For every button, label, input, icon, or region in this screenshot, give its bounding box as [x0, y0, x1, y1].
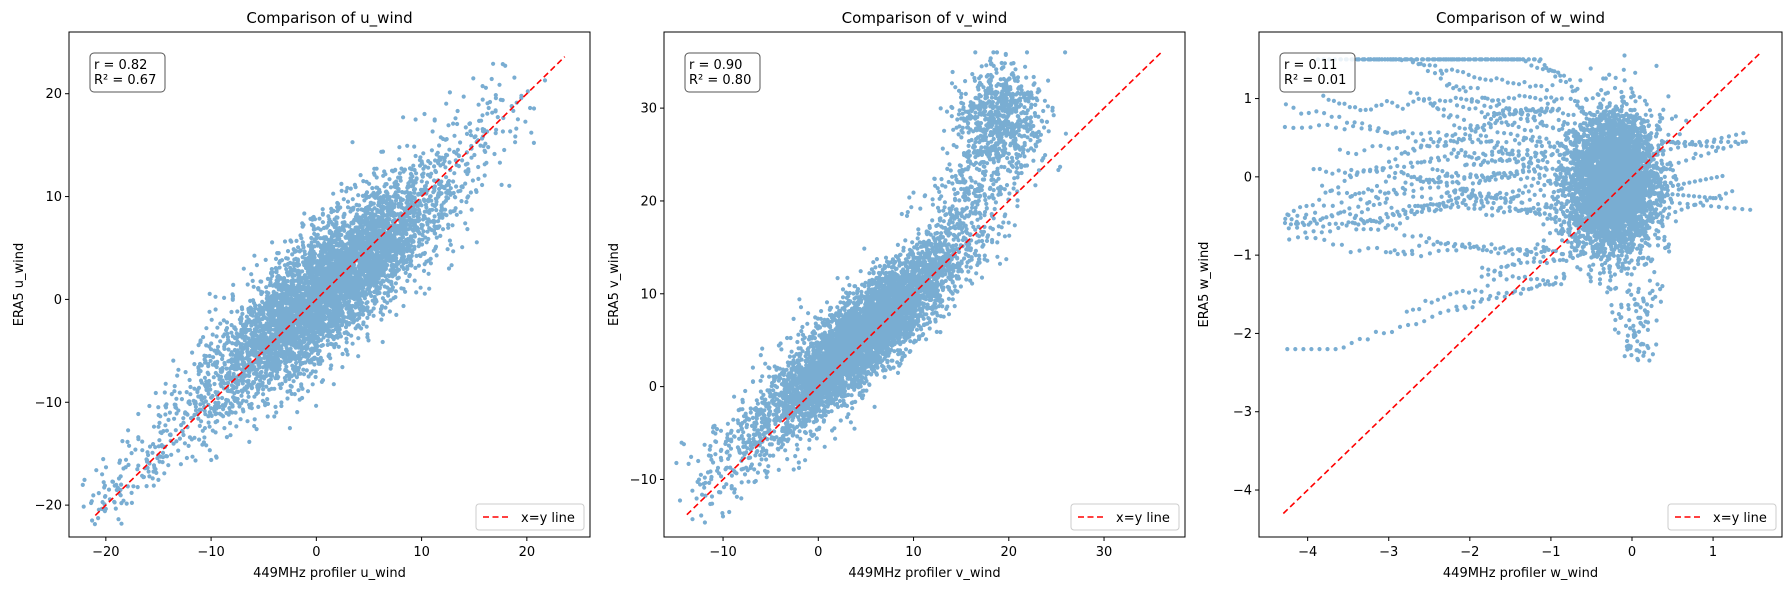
- x-tick-label: 30: [1096, 545, 1113, 560]
- axes-frame: [1258, 31, 1783, 538]
- y-tick-label: −4: [1233, 484, 1252, 499]
- chart-title: Comparison of u_wind: [246, 9, 412, 28]
- y-tick-label: 0: [54, 293, 62, 308]
- stat-box: [89, 52, 166, 93]
- scatter-points: [674, 50, 1068, 537]
- x-axis-label: 449MHz profiler u_wind: [253, 566, 406, 581]
- stat-box: [1279, 52, 1356, 93]
- reference-line: [686, 50, 1163, 516]
- chart-title: Comparison of v_wind: [842, 9, 1008, 28]
- chart-title: Comparison of w_wind: [1436, 9, 1605, 28]
- y-tick-label: −3: [1233, 405, 1252, 420]
- y-tick-label: 20: [45, 87, 62, 102]
- panel-u-wind: Comparison of u_wind 449MHz profiler u_w…: [12, 9, 591, 581]
- axes-frame: [68, 31, 591, 538]
- x-tick-label: −20: [92, 545, 119, 560]
- y-tick-label: −20: [35, 499, 62, 514]
- reference-line: [94, 56, 566, 516]
- legend-label: x=y line: [1713, 511, 1767, 526]
- y-tick-label: 1: [1244, 92, 1252, 107]
- x-tick-label: 0: [1628, 545, 1636, 560]
- y-tick-label: 30: [640, 102, 657, 117]
- axes-frame: [663, 31, 1186, 538]
- stat-r: r = 0.82: [94, 58, 147, 73]
- panel-w-wind: Comparison of w_wind 449MHz profiler w_w…: [1197, 9, 1783, 581]
- legend-label: x=y line: [1116, 511, 1170, 526]
- y-tick-label: 0: [649, 380, 657, 395]
- x-tick-label: 10: [413, 545, 430, 560]
- legend-box: [1667, 503, 1777, 531]
- x-tick-label: 0: [312, 545, 320, 560]
- stat-r2: R² = 0.80: [689, 73, 751, 88]
- y-tick-label: −10: [630, 473, 657, 488]
- stat-r: r = 0.11: [1284, 58, 1337, 73]
- stat-r: r = 0.90: [689, 58, 742, 73]
- x-tick-label: 10: [905, 545, 922, 560]
- y-axis-label: ERA5 v_wind: [607, 243, 622, 326]
- x-axis-label: 449MHz profiler w_wind: [1443, 566, 1598, 581]
- y-axis-label: ERA5 u_wind: [12, 243, 27, 327]
- legend-box: [475, 503, 585, 531]
- y-tick-label: −1: [1233, 249, 1252, 264]
- stat-box: [684, 52, 761, 93]
- y-tick-label: 10: [45, 190, 62, 205]
- stat-r2: R² = 0.01: [1284, 73, 1346, 88]
- stat-r2: R² = 0.67: [94, 73, 156, 88]
- x-axis-label: 449MHz profiler v_wind: [848, 566, 1000, 581]
- y-tick-label: 20: [640, 194, 657, 209]
- y-axis-label: ERA5 w_wind: [1197, 242, 1212, 328]
- x-tick-label: 1: [1709, 545, 1717, 560]
- y-tick-label: 0: [1244, 170, 1252, 185]
- legend-box: [1070, 503, 1180, 531]
- x-tick-label: −10: [197, 545, 224, 560]
- scatter-points: [80, 61, 548, 527]
- y-tick-label: −10: [35, 396, 62, 411]
- scatter-points: [1282, 53, 1753, 363]
- y-tick-label: −2: [1233, 327, 1252, 342]
- y-tick-label: 10: [640, 287, 657, 302]
- x-tick-label: −4: [1298, 545, 1317, 560]
- x-tick-label: 20: [519, 545, 536, 560]
- reference-line: [1282, 52, 1761, 515]
- x-tick-label: 0: [814, 545, 822, 560]
- x-tick-label: −2: [1460, 545, 1479, 560]
- x-tick-label: −3: [1379, 545, 1398, 560]
- panel-v-wind: Comparison of v_wind 449MHz profiler v_w…: [607, 9, 1186, 581]
- x-tick-label: 20: [1001, 545, 1018, 560]
- legend-label: x=y line: [521, 511, 575, 526]
- x-tick-label: −10: [709, 545, 736, 560]
- x-tick-label: −1: [1541, 545, 1560, 560]
